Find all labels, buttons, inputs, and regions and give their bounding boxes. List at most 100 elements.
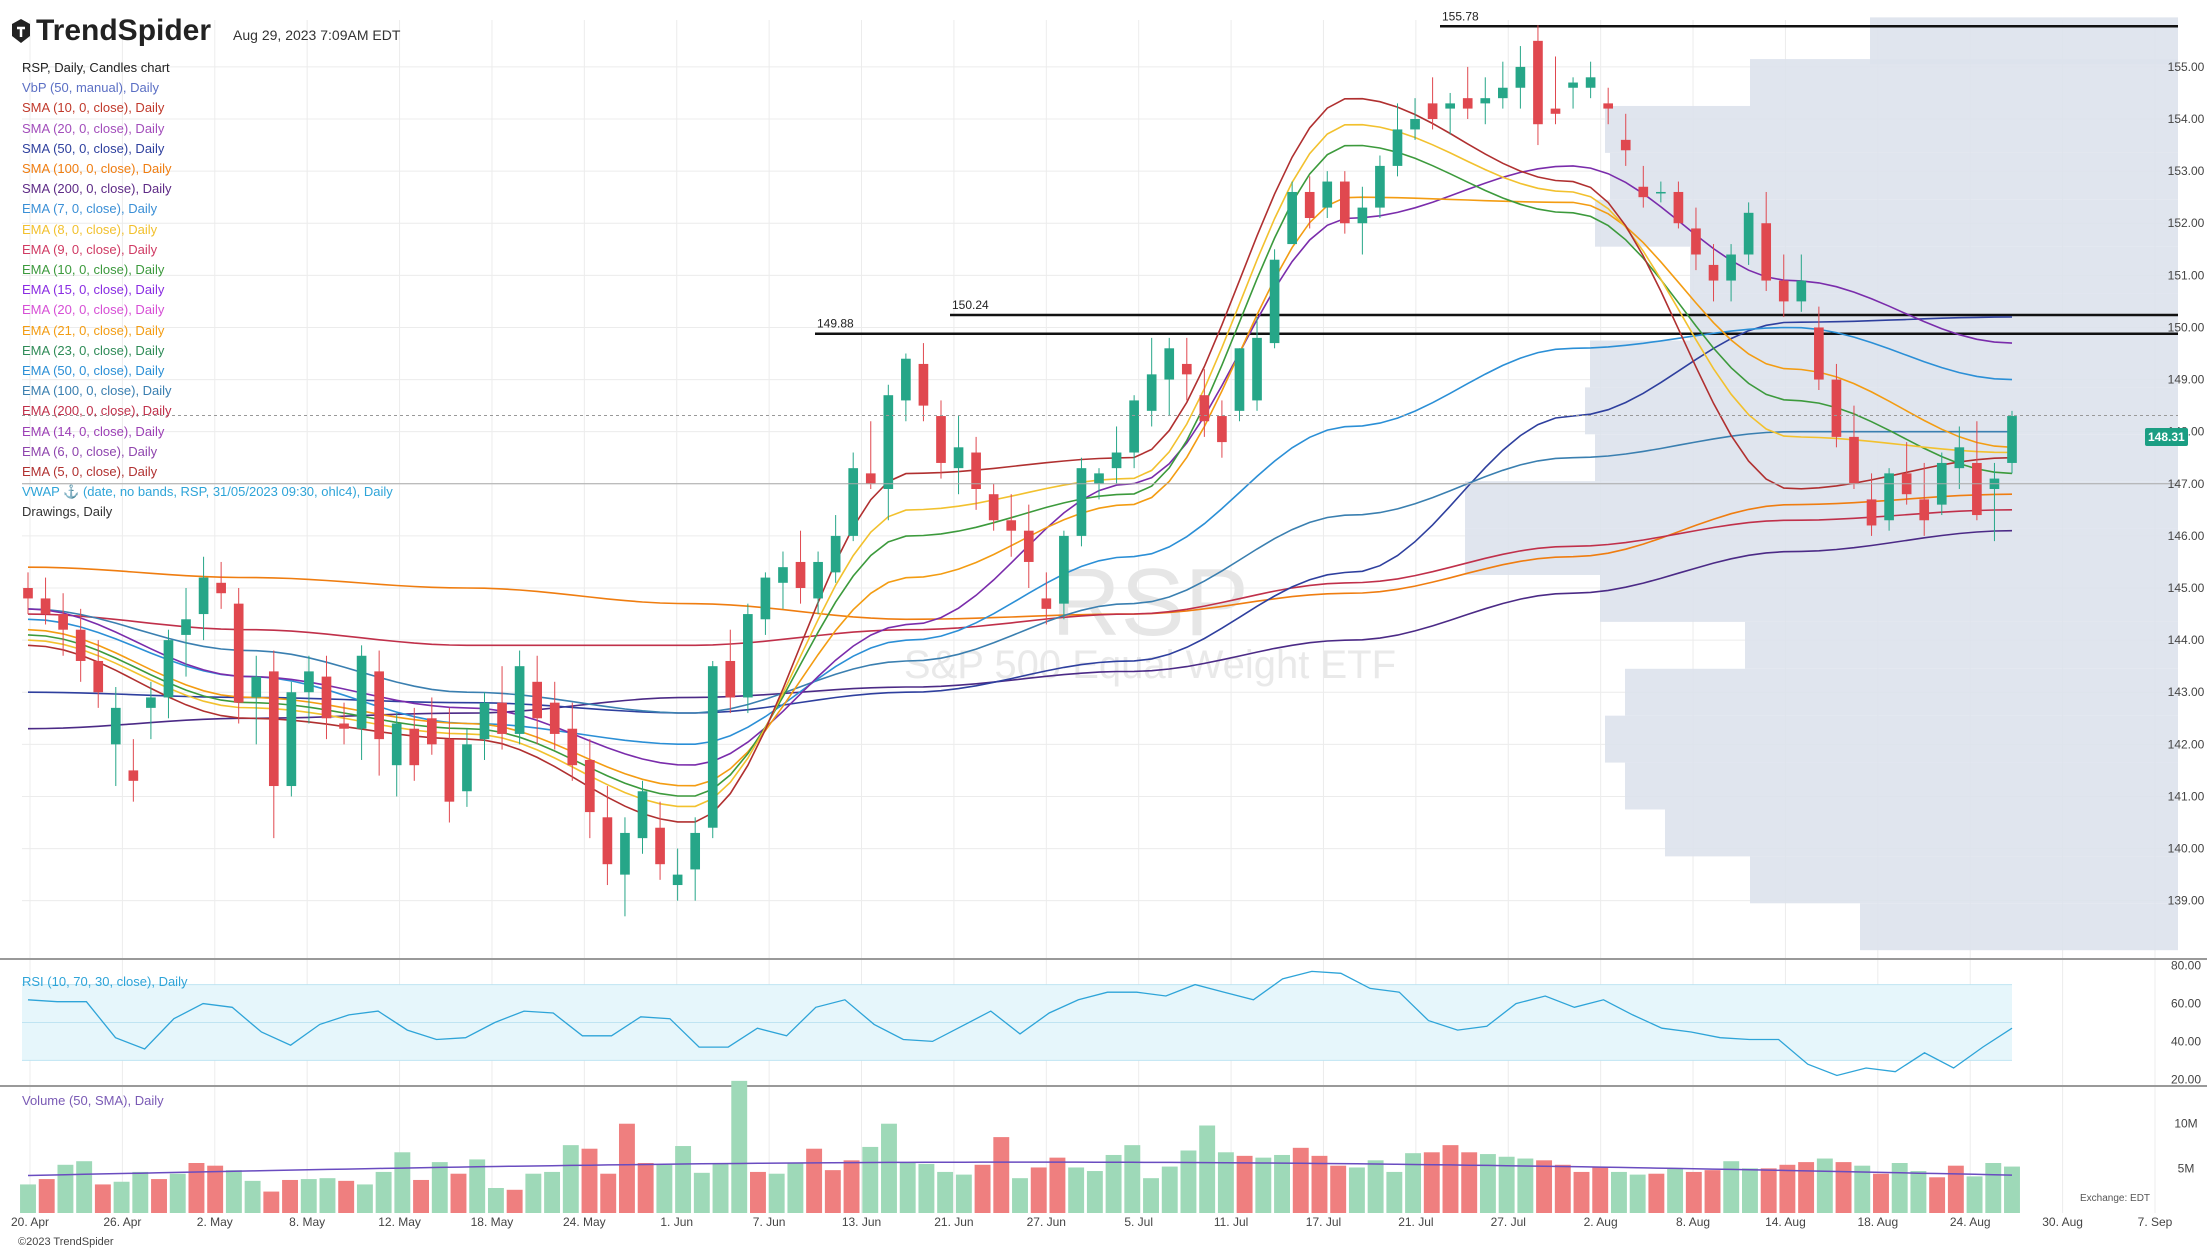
legend-item[interactable]: EMA (20, 0, close), Daily xyxy=(22,302,165,318)
candle-body xyxy=(426,718,437,745)
horizontal-price-levels[interactable]: 155.78 150.24 149.88 xyxy=(815,9,2178,335)
volume-bar xyxy=(1517,1158,1534,1213)
rsi-tick-label: 20.00 xyxy=(2171,1072,2201,1086)
candle-body xyxy=(918,363,929,406)
volume-bar xyxy=(1760,1168,1777,1213)
volume-bar xyxy=(188,1163,205,1213)
legend-item[interactable]: EMA (10, 0, close), Daily xyxy=(22,262,165,278)
candle-body xyxy=(1743,212,1754,255)
candle-body xyxy=(690,832,701,870)
rsi-label[interactable]: RSI (10, 70, 30, close), Daily xyxy=(22,974,188,989)
legend-item[interactable]: SMA (50, 0, close), Daily xyxy=(22,140,165,156)
volume-bar xyxy=(1779,1164,1796,1213)
vbp-bar xyxy=(1625,762,2178,810)
x-tick-label: 13. Jun xyxy=(842,1215,881,1229)
volume-bar xyxy=(282,1179,298,1213)
candle-body xyxy=(1585,77,1596,88)
volume-bar xyxy=(356,1184,373,1213)
volume-bar xyxy=(1105,1154,1122,1213)
legend-item[interactable]: EMA (23, 0, close), Daily xyxy=(22,342,165,358)
candle-body xyxy=(1357,207,1368,224)
candle-body xyxy=(672,874,683,886)
legend-item[interactable]: SMA (100, 0, close), Daily xyxy=(22,161,172,177)
candle-body xyxy=(198,577,209,615)
candle-body xyxy=(1972,462,1982,516)
volume-bar xyxy=(768,1173,785,1213)
volume-tick-label: 10M xyxy=(2174,1117,2197,1131)
volume-bar xyxy=(1367,1160,1384,1213)
legend-item[interactable]: EMA (5, 0, close), Daily xyxy=(22,464,158,480)
volume-bar xyxy=(1012,1178,1028,1213)
y-tick-label: 144.00 xyxy=(2168,633,2205,647)
legend-item[interactable]: SMA (10, 0, close), Daily xyxy=(22,100,165,116)
legend-item[interactable]: EMA (7, 0, close), Daily xyxy=(22,201,158,217)
candle-body xyxy=(1076,468,1087,536)
price-level-label: 150.24 xyxy=(952,298,989,312)
legend-item[interactable]: EMA (15, 0, close), Daily xyxy=(22,282,165,298)
legend-item[interactable]: EMA (14, 0, close), Daily xyxy=(22,423,165,439)
legend-item[interactable]: EMA (9, 0, close), Daily xyxy=(22,241,158,257)
indicator-legend: RSP, Daily, Candles chart VbP (50, manua… xyxy=(22,58,393,523)
candle-body xyxy=(409,728,420,766)
volume-bar xyxy=(169,1173,186,1213)
candle-body xyxy=(1181,363,1192,375)
candle-body xyxy=(901,358,911,401)
candle-body xyxy=(743,614,753,698)
legend-item[interactable]: Drawings, Daily xyxy=(22,504,113,520)
candle-body xyxy=(988,494,999,521)
volume-bar xyxy=(1610,1171,1627,1213)
volume-bar xyxy=(806,1148,823,1213)
last-price-badge: 148.31 xyxy=(2145,428,2188,446)
chart-title: RSP, Daily, Candles chart xyxy=(22,60,170,75)
volume-bar xyxy=(57,1164,74,1213)
candle-body xyxy=(1023,530,1034,562)
legend-item[interactable]: EMA (200, 0, close), Daily xyxy=(22,403,172,419)
x-tick-label: 11. Jul xyxy=(1214,1215,1248,1229)
volume-bar xyxy=(1985,1163,2002,1213)
candle-body xyxy=(549,702,560,734)
legend-item[interactable]: SMA (20, 0, close), Daily xyxy=(22,120,165,136)
volume-bar xyxy=(1274,1154,1290,1213)
candle-body xyxy=(848,468,859,536)
candle-body xyxy=(339,723,349,729)
candle-body xyxy=(1866,499,1877,526)
volume-bar xyxy=(1348,1167,1365,1213)
candle-body xyxy=(1445,103,1455,109)
candle-body xyxy=(1480,98,1491,104)
volume-label[interactable]: Volume (50, SMA), Daily xyxy=(22,1093,164,1108)
volume-bar xyxy=(544,1171,561,1213)
volume-bar xyxy=(1124,1145,1141,1213)
candlestick-series[interactable] xyxy=(23,25,2017,917)
rsi-tick-label: 40.00 xyxy=(2171,1034,2201,1048)
candle-body xyxy=(1673,191,1684,224)
volume-bar xyxy=(338,1180,355,1213)
candle-body xyxy=(602,817,613,865)
candle-body xyxy=(1111,452,1122,469)
vbp-bar xyxy=(1465,528,2178,575)
y-tick-label: 149.00 xyxy=(2168,373,2205,387)
legend-item[interactable]: VWAP ⚓ (date, no bands, RSP, 31/05/2023 … xyxy=(22,484,393,500)
legend-item[interactable]: EMA (6, 0, close), Daily xyxy=(22,443,158,459)
candle-body xyxy=(1322,181,1333,208)
candle-body xyxy=(128,770,139,781)
legend-item[interactable]: EMA (8, 0, close), Daily xyxy=(22,221,158,237)
candle-body xyxy=(1129,400,1139,453)
volume-bar xyxy=(1929,1177,1946,1213)
candle-body xyxy=(444,739,455,802)
x-tick-label: 14. Aug xyxy=(1765,1215,1806,1229)
volume-bar xyxy=(1217,1152,1234,1213)
volume-bar xyxy=(750,1171,766,1213)
candle-body xyxy=(1199,395,1210,422)
legend-item[interactable]: SMA (200, 0, close), Daily xyxy=(22,181,172,197)
axis-labels: 20. Apr 26. Apr 2. May 8. May 12. May 18. May… xyxy=(11,60,2205,1229)
x-tick-label: 18. May xyxy=(471,1215,514,1229)
candle-body xyxy=(1146,374,1157,411)
legend-item[interactable]: EMA (50, 0, close), Daily xyxy=(22,363,165,379)
legend-item[interactable]: VbP (50, manual), Daily xyxy=(22,80,160,96)
legend-item[interactable]: EMA (100, 0, close), Daily xyxy=(22,383,172,399)
candle-body xyxy=(1410,119,1420,130)
volume-bar xyxy=(1592,1167,1609,1213)
legend-item[interactable]: EMA (21, 0, close), Daily xyxy=(22,322,165,338)
candle-body xyxy=(374,671,384,740)
